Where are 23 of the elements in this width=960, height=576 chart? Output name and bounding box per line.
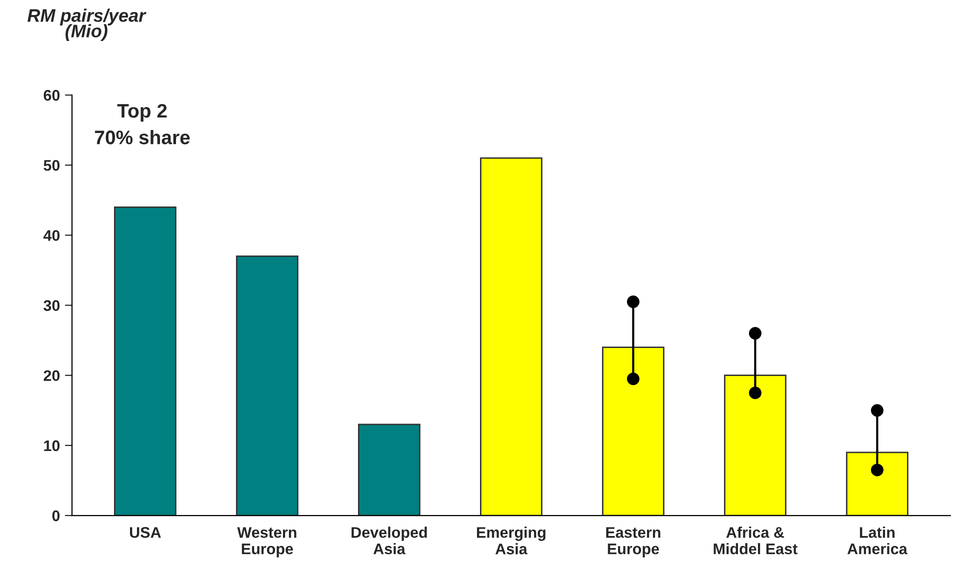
x-tick-label: Western Europe bbox=[237, 527, 296, 558]
y-tick-label: 60 bbox=[44, 90, 60, 101]
x-tick-label: Developed Asia bbox=[352, 526, 427, 554]
y-tick-label: 20 bbox=[44, 370, 60, 382]
bar bbox=[724, 374, 786, 516]
x-tick-label: Latin America bbox=[847, 526, 908, 554]
y-tick-label: 40 bbox=[43, 230, 60, 241]
bar bbox=[602, 346, 664, 516]
bar bbox=[236, 256, 298, 516]
y-axis-title: RM pairs/year (Mio) bbox=[28, 8, 146, 41]
bar bbox=[480, 157, 542, 516]
y-tick-label: 10 bbox=[44, 440, 60, 452]
y-tick-label: 30 bbox=[44, 300, 60, 311]
bar bbox=[114, 206, 176, 516]
x-tick-label: Africa & Middel East bbox=[714, 526, 798, 554]
x-tick-label: USA bbox=[130, 527, 161, 538]
y-tick-label: 50 bbox=[44, 160, 60, 171]
annotation: Top 2 70% share bbox=[95, 104, 190, 144]
bar bbox=[358, 424, 420, 516]
y-tick-label: 0 bbox=[52, 510, 60, 522]
bar bbox=[846, 452, 908, 516]
x-tick-label: Eastern Europe bbox=[606, 527, 660, 558]
x-tick-label: Emerging Asia bbox=[476, 526, 546, 554]
